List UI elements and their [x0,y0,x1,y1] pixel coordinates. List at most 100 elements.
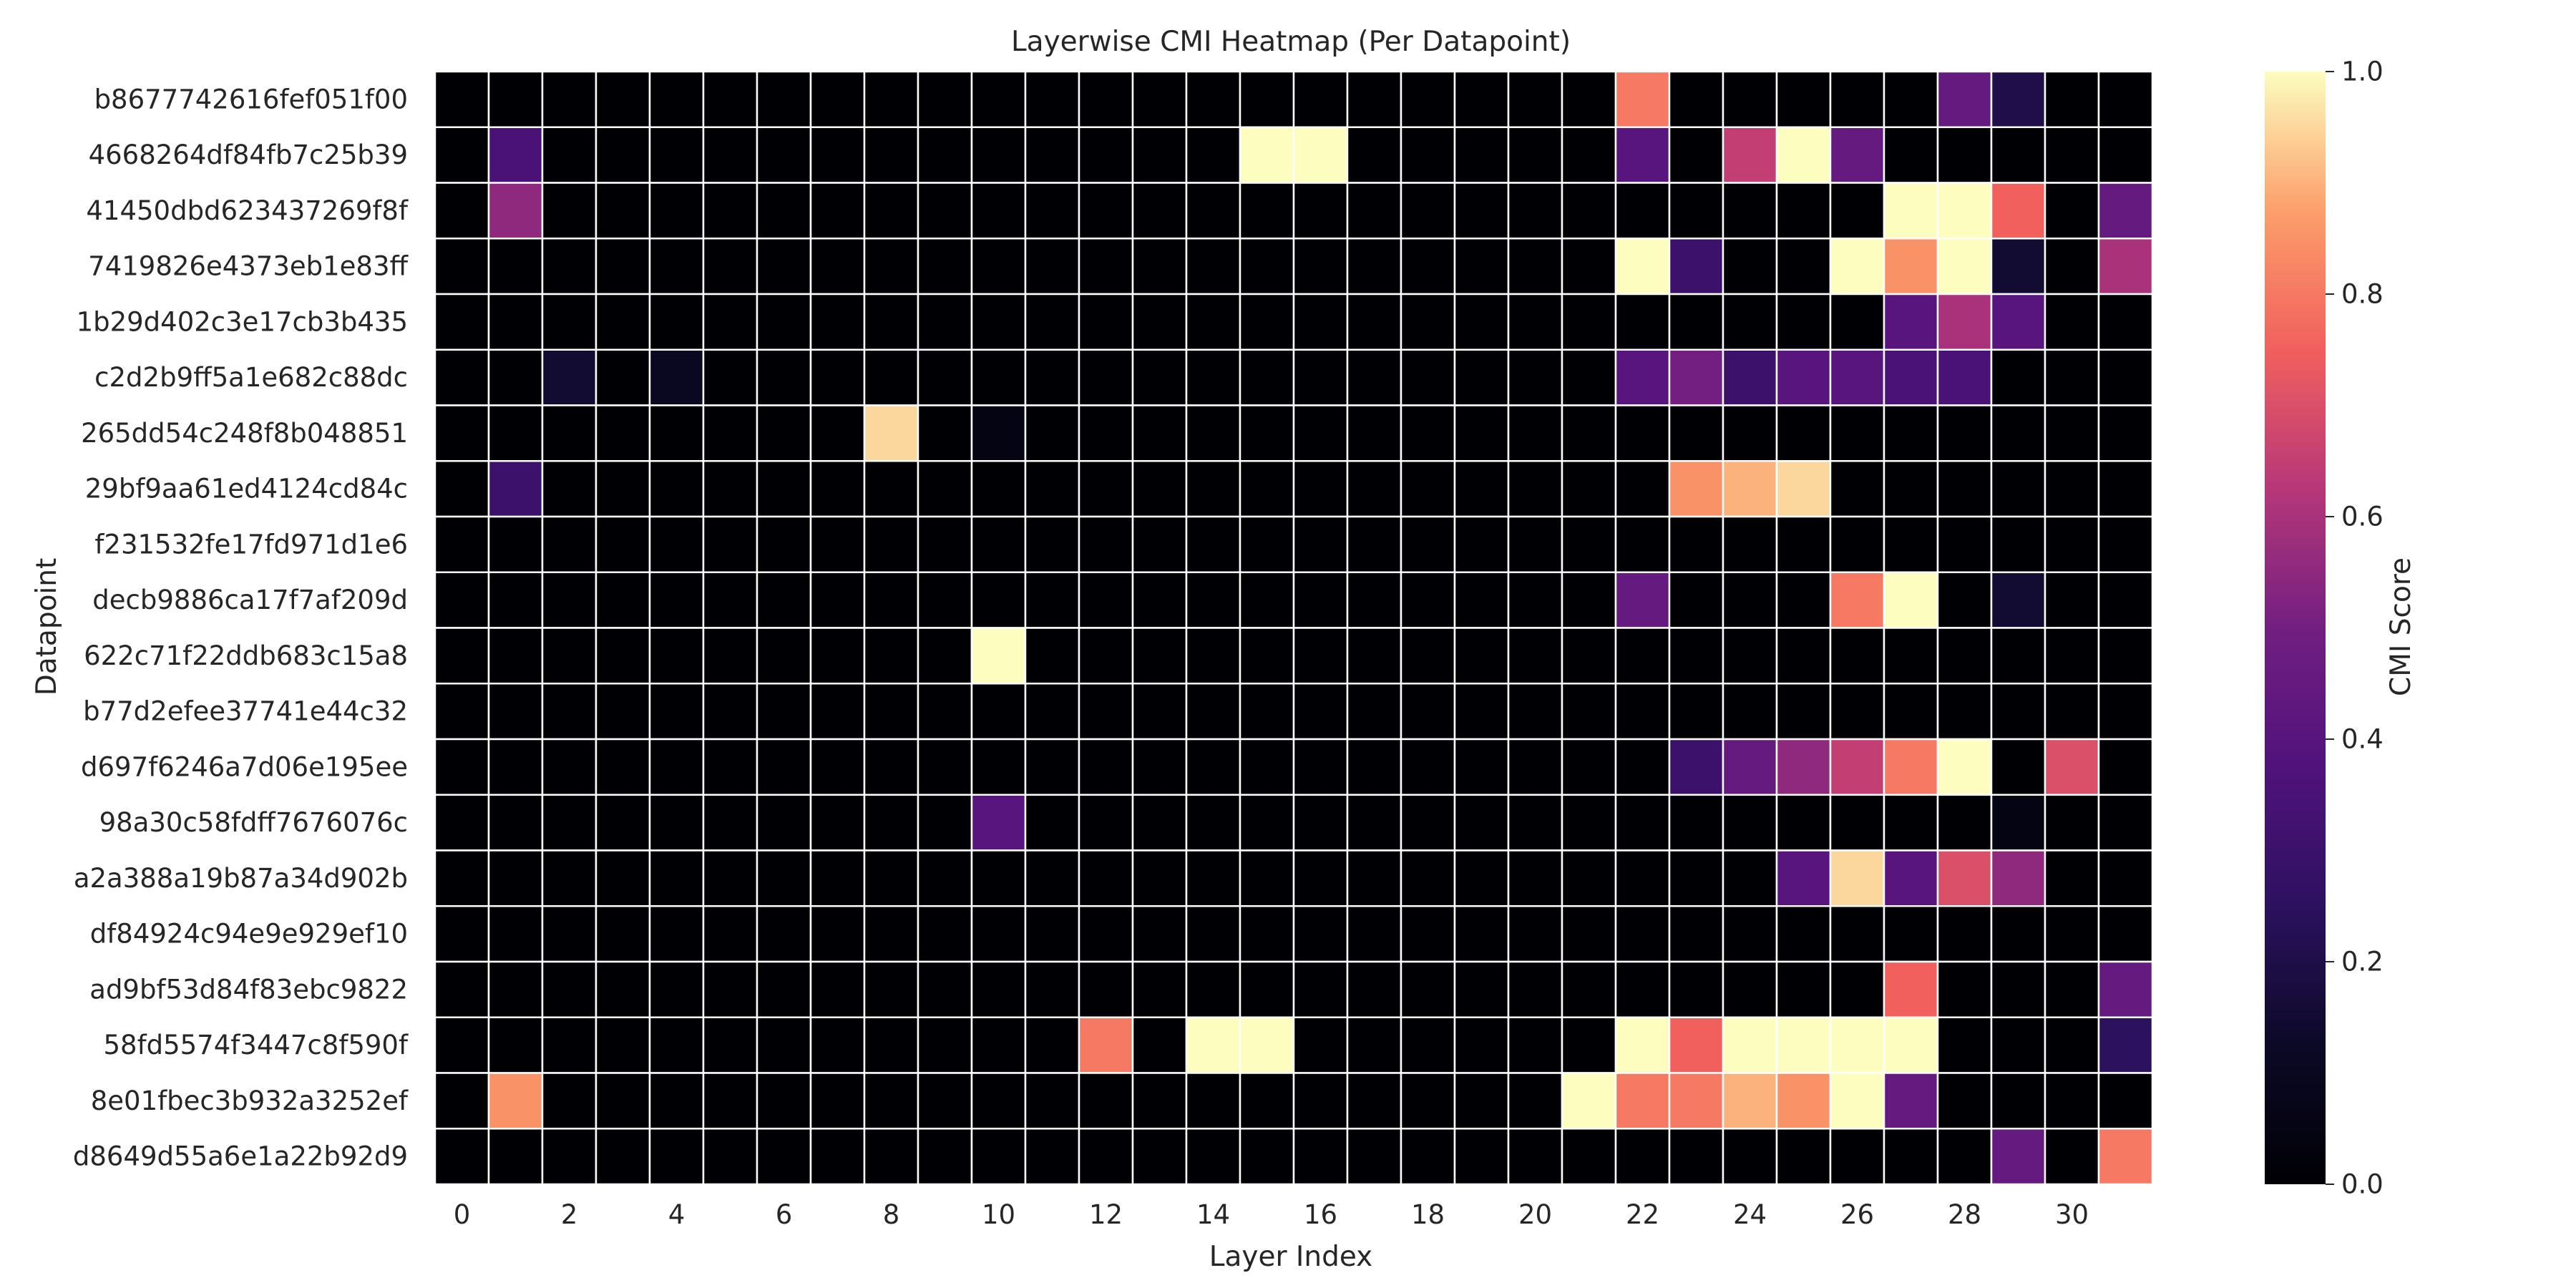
heatmap-cell [1507,460,1563,518]
heatmap-cell [863,960,919,1018]
heatmap-cell [1131,738,1188,796]
heatmap-cell [863,1072,919,1130]
heatmap-cell [1722,515,1778,573]
heatmap-cell [1346,1016,1402,1074]
heatmap-cell [970,683,1027,741]
heatmap-cell [434,348,490,406]
heatmap-cell [702,70,758,128]
heatmap-cell [541,293,597,351]
heatmap-cell [1829,1072,1885,1130]
heatmap-cell [1453,571,1510,629]
heatmap-cell [917,460,973,518]
heatmap-cell [1400,70,1456,128]
heatmap-cell [434,293,490,351]
heatmap-cell [1024,70,1080,128]
heatmap-cell [1775,293,1832,351]
heatmap-cell [1400,1016,1456,1074]
heatmap-cell [702,293,758,351]
heatmap-cell [1990,460,2046,518]
heatmap-cell [917,683,973,741]
heatmap-cell [1185,293,1241,351]
heatmap-cell [487,293,544,351]
heatmap-cell [1775,627,1832,685]
heatmap-cell [917,515,973,573]
heatmap-cell [1078,348,1134,406]
heatmap-cell [809,627,866,685]
heatmap-cell [434,905,490,963]
heatmap-cell [1507,738,1563,796]
heatmap-cell [1614,70,1671,128]
heatmap-cell [756,1072,812,1130]
heatmap-cell [809,683,866,741]
x-tick-label: 28 [1948,1199,1981,1230]
heatmap-cell [1775,182,1832,240]
heatmap-cell [648,404,705,462]
heatmap-cell [1507,1072,1563,1130]
heatmap-cell [2044,849,2100,907]
heatmap-cell [1561,1072,1617,1130]
heatmap-cell [1883,627,1939,685]
heatmap-cell [1775,348,1832,406]
heatmap-cell [1131,849,1188,907]
heatmap-cell [2044,1072,2100,1130]
heatmap-cell [702,1128,758,1186]
heatmap-cell [1668,1128,1724,1186]
heatmap-cell [1131,683,1188,741]
heatmap-cell [1614,126,1671,184]
heatmap-cell [917,1016,973,1074]
heatmap-cell [1990,794,2046,852]
x-tick-label: 10 [982,1199,1015,1230]
heatmap-cell [1507,515,1563,573]
heatmap-cell [1883,404,1939,462]
heatmap-cell [541,683,597,741]
heatmap-cell [863,794,919,852]
heatmap-cell [1131,238,1188,296]
heatmap-cell [595,293,651,351]
heatmap-cell [1346,404,1402,462]
heatmap-cell [595,515,651,573]
heatmap-cell [1185,182,1241,240]
heatmap-cell [2044,960,2100,1018]
heatmap-cell [1078,70,1134,128]
heatmap-cell [1936,460,1993,518]
heatmap-cell [1829,70,1885,128]
heatmap-cell [1078,683,1134,741]
heatmap-cell [1239,905,1295,963]
heatmap-cell [756,738,812,796]
heatmap-cell [1400,126,1456,184]
heatmap-cell [1292,182,1349,240]
heatmap-cell [2044,571,2100,629]
heatmap-cell [917,70,973,128]
heatmap-cell [1990,348,2046,406]
heatmap-cell [1507,960,1563,1018]
heatmap-cell [648,293,705,351]
heatmap-cell [1024,238,1080,296]
heatmap-cell [1561,738,1617,796]
heatmap-cell [756,404,812,462]
heatmap-cell [1239,683,1295,741]
heatmap-cell [595,460,651,518]
heatmap-cell [1185,1128,1241,1186]
heatmap-cell [702,849,758,907]
heatmap-cell [863,738,919,796]
heatmap-cell [1883,126,1939,184]
heatmap-cell [648,70,705,128]
heatmap-cell [541,70,597,128]
heatmap-cell [1292,460,1349,518]
heatmap-cell [1024,293,1080,351]
heatmap-cell [541,571,597,629]
heatmap-cell [541,849,597,907]
heatmap-cell [1078,794,1134,852]
heatmap-cell [2044,238,2100,296]
heatmap-cell [2044,404,2100,462]
heatmap-cell [1346,627,1402,685]
heatmap-cell [863,515,919,573]
heatmap-cell [541,404,597,462]
heatmap-cell [1722,1072,1778,1130]
heatmap-cell [1346,182,1402,240]
heatmap-cell [648,794,705,852]
heatmap-cell [1078,849,1134,907]
heatmap-cell [756,849,812,907]
heatmap-cell [1829,515,1885,573]
heatmap-cell [1990,182,2046,240]
